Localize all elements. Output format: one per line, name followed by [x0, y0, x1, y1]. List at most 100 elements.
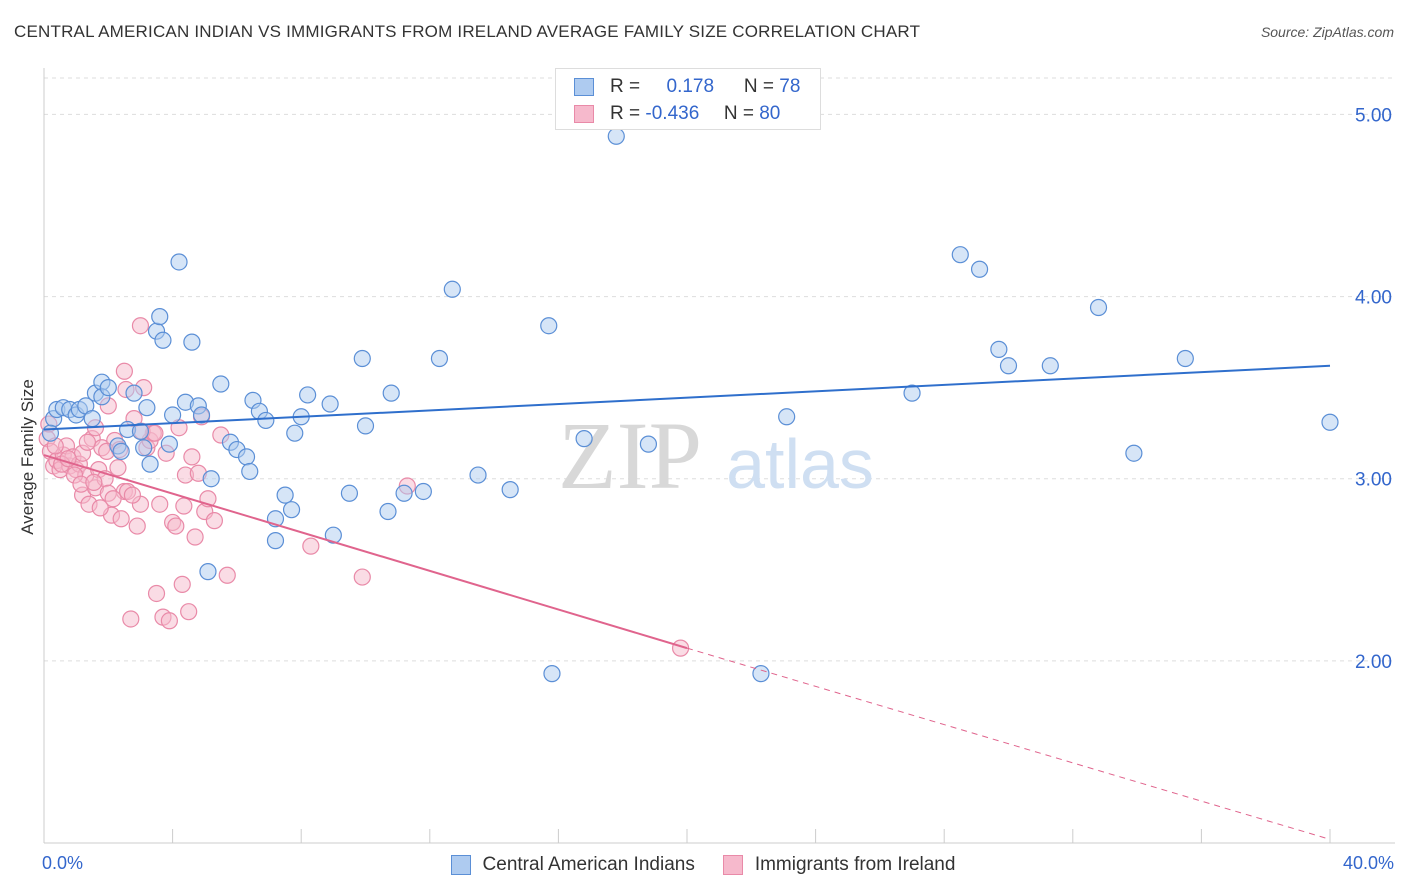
- legend-item-immigrants-from-ireland: Immigrants from Ireland: [722, 852, 956, 878]
- legend-swatch-blue: [574, 78, 594, 96]
- data-point: [379, 502, 397, 521]
- legend-row-pink: R = -0.436 N = 80: [574, 102, 780, 126]
- y-axis-label: Average Family Size: [18, 379, 37, 535]
- y-tick-label: 4.00: [1355, 288, 1392, 309]
- r-label: R =: [610, 103, 641, 124]
- series-legend: Central American Indians Immigrants from…: [0, 852, 1406, 878]
- y-axis-tick-labels: 2.00 3.00 4.00 5.00: [1355, 105, 1392, 672]
- data-point: [131, 422, 150, 440]
- data-point: [990, 340, 1008, 358]
- data-point: [575, 430, 593, 448]
- source-label: Source: ZipAtlas.com: [1260, 24, 1394, 40]
- data-point: [299, 386, 317, 404]
- data-point: [778, 408, 796, 426]
- data-point: [241, 462, 259, 481]
- data-point: [257, 411, 275, 430]
- data-point: [104, 490, 122, 508]
- data-point: [1125, 444, 1143, 462]
- data-point: [237, 448, 256, 466]
- r-value: 0.178: [666, 76, 715, 97]
- data-point: [286, 424, 304, 442]
- data-point: [125, 384, 143, 402]
- trend-line-pink-extension: [686, 647, 1331, 840]
- data-point: [395, 484, 413, 502]
- data-point: [183, 333, 201, 351]
- data-point: [83, 410, 101, 428]
- data-point: [183, 448, 201, 466]
- legend-swatch-blue: [450, 855, 471, 875]
- watermark-atlas: atlas: [726, 425, 874, 503]
- data-point: [353, 568, 371, 586]
- x-tick-label-min: 0.0%: [42, 853, 84, 873]
- legend-item-central-american-indians: Central American Indians: [450, 852, 695, 878]
- data-point: [353, 349, 371, 368]
- legend-label: Immigrants from Ireland: [754, 854, 956, 875]
- data-point: [112, 510, 130, 528]
- data-point: [109, 459, 127, 477]
- data-point: [122, 610, 140, 628]
- n-value: 80: [759, 103, 781, 124]
- x-tick-label-max: 40.0%: [1342, 853, 1394, 873]
- data-point: [340, 484, 359, 502]
- n-label: N =: [723, 103, 754, 124]
- data-point: [903, 384, 921, 402]
- data-point: [78, 433, 97, 451]
- data-point: [1176, 349, 1194, 368]
- y-tick-label: 2.00: [1355, 652, 1392, 673]
- data-point: [752, 665, 770, 683]
- trend-lines: [43, 364, 1331, 840]
- y-tick-label: 3.00: [1355, 470, 1392, 491]
- data-point: [41, 424, 60, 442]
- data-point: [99, 379, 117, 397]
- y-tick-label: 5.00: [1355, 105, 1392, 126]
- data-point: [443, 280, 461, 298]
- data-point: [123, 486, 142, 504]
- data-point: [186, 528, 204, 546]
- data-point: [173, 575, 191, 593]
- trend-line-blue: [43, 364, 1331, 431]
- data-point: [199, 563, 217, 581]
- data-point: [951, 246, 969, 264]
- r-label: R =: [610, 76, 641, 97]
- data-point: [266, 532, 285, 550]
- r-value: -0.436: [645, 103, 700, 124]
- data-point: [202, 470, 220, 488]
- data-point: [639, 435, 658, 453]
- data-point: [128, 517, 146, 535]
- data-point: [999, 357, 1018, 375]
- data-point: [430, 349, 449, 368]
- watermark-zip: ZIP: [558, 402, 702, 509]
- trend-line-pink: [43, 454, 688, 650]
- data-point: [85, 473, 103, 491]
- data-point: [180, 603, 198, 621]
- data-point: [175, 497, 193, 515]
- data-point: [151, 495, 169, 513]
- data-point: [414, 482, 432, 501]
- data-point: [205, 512, 223, 530]
- data-point: [170, 253, 188, 271]
- data-point: [141, 455, 159, 473]
- data-point: [302, 537, 320, 555]
- data-point: [135, 439, 153, 457]
- chart-title: CENTRAL AMERICAN INDIAN VS IMMIGRANTS FR…: [14, 22, 921, 41]
- data-point: [970, 260, 989, 278]
- data-point: [321, 395, 339, 413]
- data-point: [324, 526, 342, 544]
- data-point: [115, 362, 133, 380]
- data-point: [282, 501, 301, 519]
- data-point: [192, 406, 211, 424]
- data-point: [112, 442, 130, 460]
- correlation-legend: R = 0.178 N = 78 R = -0.436 N = 80: [555, 68, 821, 130]
- legend-row-blue: R = 0.178 N = 78: [574, 75, 800, 99]
- data-point: [212, 375, 230, 393]
- watermark: ZIP atlas: [558, 402, 874, 509]
- legend-label: Central American Indians: [482, 854, 695, 875]
- data-point: [160, 612, 178, 630]
- data-point: [91, 499, 109, 517]
- legend-swatch-pink: [574, 105, 594, 123]
- data-point: [607, 127, 625, 145]
- data-point: [160, 435, 178, 453]
- data-point: [218, 566, 236, 584]
- data-point: [131, 317, 150, 335]
